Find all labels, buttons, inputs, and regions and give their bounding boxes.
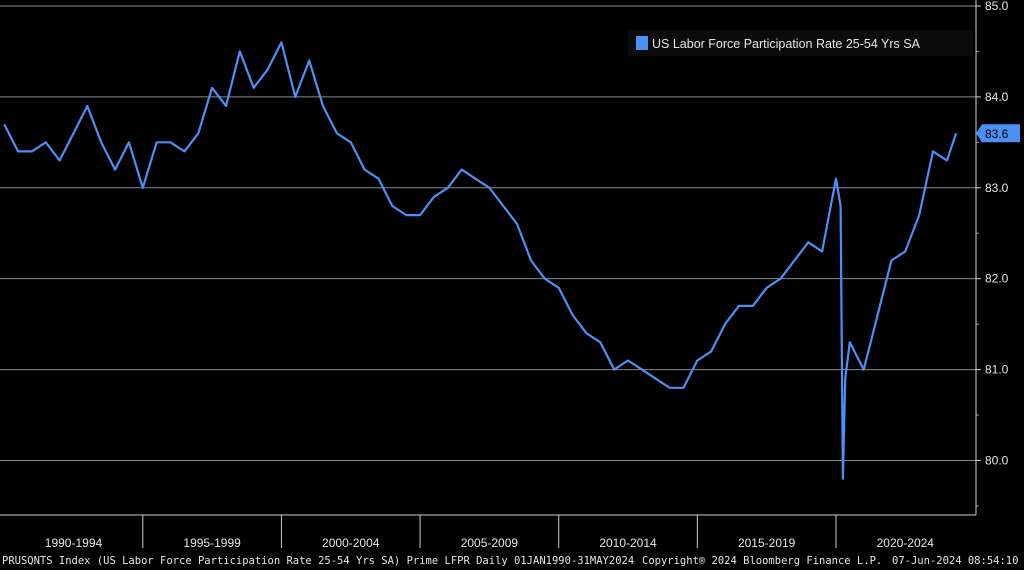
legend: US Labor Force Participation Rate 25-54 … bbox=[628, 30, 973, 56]
x-tick-label: 2015-2019 bbox=[738, 536, 796, 550]
axes: 85.0 84.0 83.0 82.0 81.0 80.0 1990-1994 1995-19… bbox=[0, 0, 1020, 550]
x-tick-label: 2010-2014 bbox=[599, 536, 657, 550]
x-tick-label: 1995-1999 bbox=[183, 536, 241, 550]
y-tick-label: 81.0 bbox=[985, 363, 1009, 377]
series-line bbox=[3, 41, 958, 480]
y-tick-label: 83.0 bbox=[985, 181, 1009, 195]
y-tick-label: 82.0 bbox=[985, 272, 1009, 286]
y-tick-label: 80.0 bbox=[985, 453, 1009, 467]
chart: 85.0 84.0 83.0 82.0 81.0 80.0 1990-1994 1995-19… bbox=[0, 0, 1020, 550]
legend-swatch bbox=[636, 36, 648, 50]
legend-box bbox=[628, 30, 973, 56]
x-tick-label: 2020-2024 bbox=[877, 536, 935, 550]
legend-label: US Labor Force Participation Rate 25-54 … bbox=[652, 37, 921, 51]
footer: PRUSQNTS Index (US Labor Force Participa… bbox=[0, 552, 1024, 570]
last-value-tag: 83.6 bbox=[976, 124, 1020, 143]
last-value-label: 83.6 bbox=[985, 127, 1009, 141]
y-tick-label: 85.0 bbox=[985, 0, 1009, 13]
grid bbox=[0, 5, 976, 461]
footer-source: PRUSQNTS Index (US Labor Force Participa… bbox=[2, 555, 635, 567]
x-tick-label: 2005-2009 bbox=[461, 536, 519, 550]
y-tick-label: 84.0 bbox=[985, 90, 1009, 104]
x-tick-label: 1990-1994 bbox=[45, 536, 103, 550]
x-tick-label: 2000-2004 bbox=[322, 536, 380, 550]
footer-copyright: Copyright® 2024 Bloomberg Finance L.P. bbox=[642, 555, 883, 567]
footer-timestamp: 07-Jun-2024 08:54:10 bbox=[892, 555, 1019, 567]
series-layer bbox=[3, 41, 958, 480]
